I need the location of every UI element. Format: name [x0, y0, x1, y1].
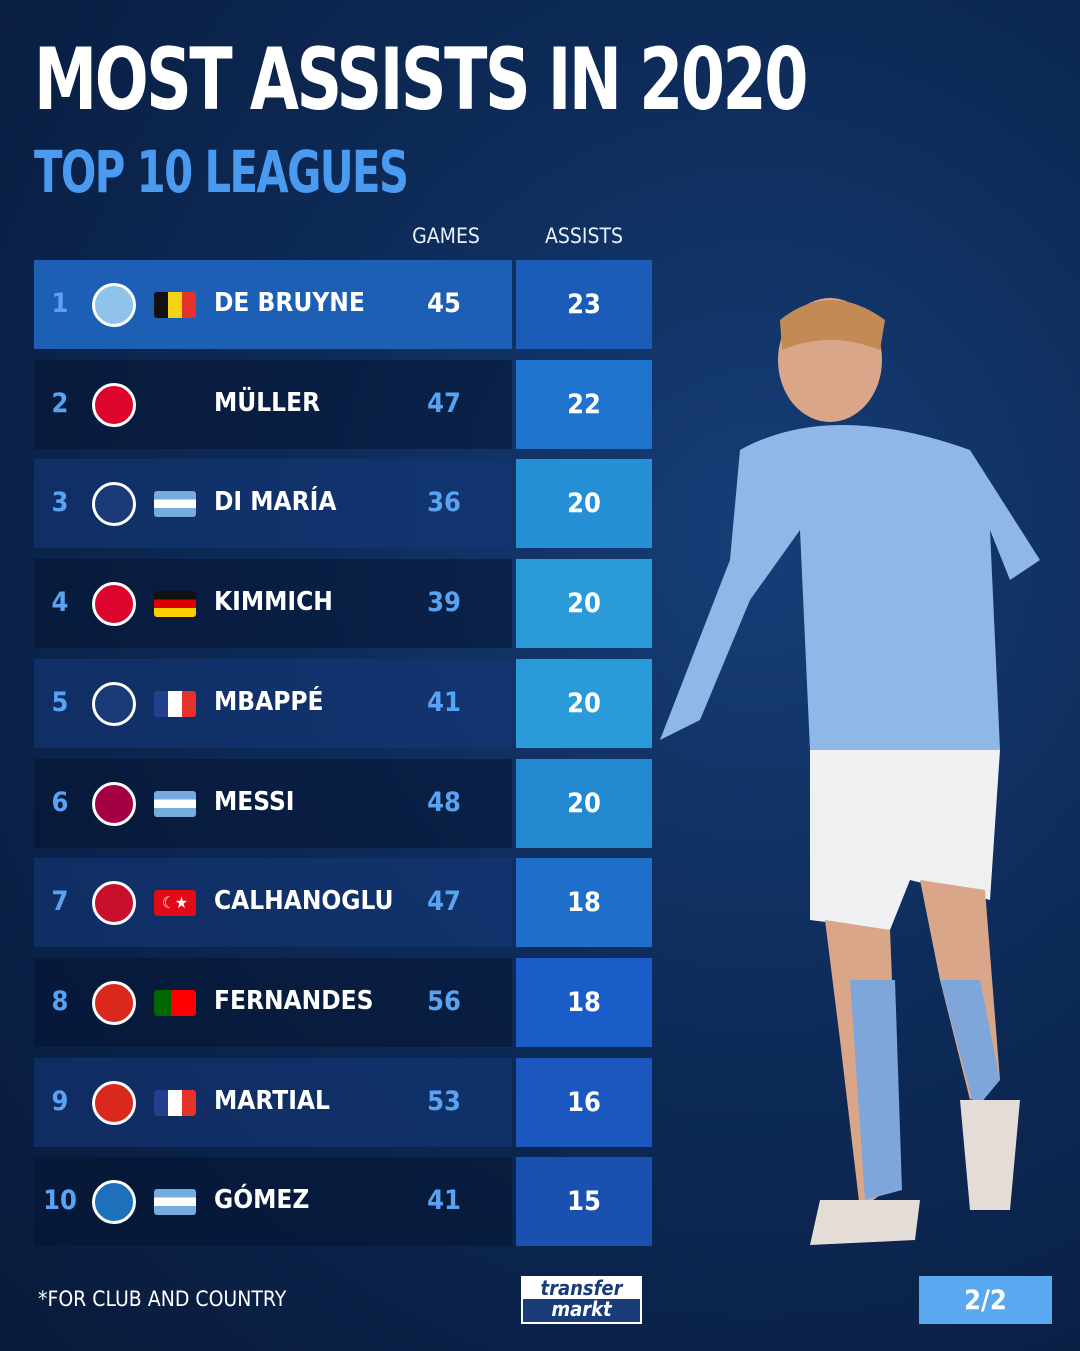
assists-value: 20 [516, 658, 652, 748]
belgium-flag-icon [154, 292, 196, 318]
table-row: 3 DI MARÍA 36 [34, 459, 512, 549]
player-name: MBAPPÉ [214, 686, 324, 717]
rank: 3 [51, 487, 69, 519]
player-photo [660, 298, 1040, 1245]
germany-flag-icon [154, 591, 196, 618]
transfermarkt-logo: transfer markt [521, 1276, 642, 1324]
assists-value: 18 [516, 957, 652, 1047]
games-header: GAMES [412, 224, 480, 248]
player-name: MARTIAL [214, 1085, 330, 1116]
page-subtitle: TOP 10 LEAGUES [34, 138, 409, 206]
games-value: 47 [427, 886, 461, 918]
assists-value: 23 [516, 260, 652, 349]
games-value: 41 [427, 1185, 461, 1217]
barcelona-badge-icon [92, 781, 136, 826]
atalanta-badge-icon [92, 1180, 136, 1225]
player-name: CALHANOGLU [214, 886, 394, 917]
argentina-flag-icon [154, 491, 196, 518]
rank: 7 [51, 886, 69, 918]
rank: 6 [51, 786, 69, 818]
player-name: FERNANDES [214, 985, 374, 1016]
france-flag-icon [154, 690, 196, 717]
page-indicator: 2/2 [919, 1276, 1052, 1324]
table-row: 9 MARTIAL 53 [34, 1057, 512, 1147]
assists-header: ASSISTS [544, 224, 623, 248]
argentina-flag-icon [154, 1189, 196, 1216]
sporting-manchester-united-badge-icon [92, 980, 136, 1025]
assists-value: 20 [516, 559, 652, 649]
bayern-munich-badge-icon [92, 382, 136, 427]
argentina-flag-icon [154, 790, 196, 817]
table-row: 4 KIMMICH 39 [34, 559, 512, 649]
table-row: 1 DE BRUYNE 45 [34, 260, 512, 349]
portugal-flag-icon [154, 989, 196, 1016]
table-row: 8 FERNANDES 56 [34, 957, 512, 1047]
assists-value: 16 [516, 1057, 652, 1147]
rank: 2 [51, 387, 69, 419]
games-value: 56 [427, 985, 461, 1017]
bayern-munich-badge-icon [92, 582, 136, 627]
player-name: MÜLLER [214, 387, 321, 418]
assists-value: 18 [516, 858, 652, 948]
games-value: 41 [427, 686, 461, 718]
rank: 5 [51, 686, 69, 718]
rank: 10 [43, 1185, 77, 1217]
table-row: 6 MESSI 48 [34, 758, 512, 848]
player-name: KIMMICH [214, 587, 333, 618]
manchester-united-badge-icon [92, 1080, 136, 1125]
assists-value: 20 [516, 459, 652, 549]
rank: 4 [51, 587, 69, 619]
rank: 8 [51, 985, 69, 1017]
ac-milan-badge-icon [92, 881, 136, 926]
psg-badge-icon [92, 681, 136, 726]
games-value: 48 [427, 786, 461, 818]
player-name: DE BRUYNE [214, 288, 365, 318]
games-value: 39 [427, 587, 461, 619]
france-flag-icon [154, 1089, 196, 1116]
assists-value: 15 [516, 1157, 652, 1247]
assists-value: 22 [516, 359, 652, 449]
table-row: 7 ☾★ CALHANOGLU 47 [34, 858, 512, 948]
rank: 1 [51, 288, 69, 319]
games-value: 53 [427, 1085, 461, 1117]
footnote: *FOR CLUB AND COUNTRY [38, 1287, 287, 1311]
player-name: MESSI [214, 786, 295, 817]
page-title: MOST ASSISTS IN 2020 [34, 30, 808, 130]
games-value: 36 [427, 487, 461, 519]
games-value: 45 [427, 288, 461, 319]
turkey-flag-icon: ☾★ [154, 890, 196, 917]
games-value: 47 [427, 387, 461, 419]
table-row: 5 MBAPPÉ 41 [34, 658, 512, 748]
player-name: DI MARÍA [214, 487, 337, 518]
player-name: GÓMEZ [214, 1185, 310, 1216]
psg-badge-icon [92, 482, 136, 527]
table-row: 10 GÓMEZ 41 [34, 1157, 512, 1247]
rank: 9 [51, 1085, 69, 1117]
manchester-city-badge-icon [92, 283, 136, 327]
assists-value: 20 [516, 758, 652, 848]
table-row: 2 MÜLLER 47 [34, 359, 512, 449]
